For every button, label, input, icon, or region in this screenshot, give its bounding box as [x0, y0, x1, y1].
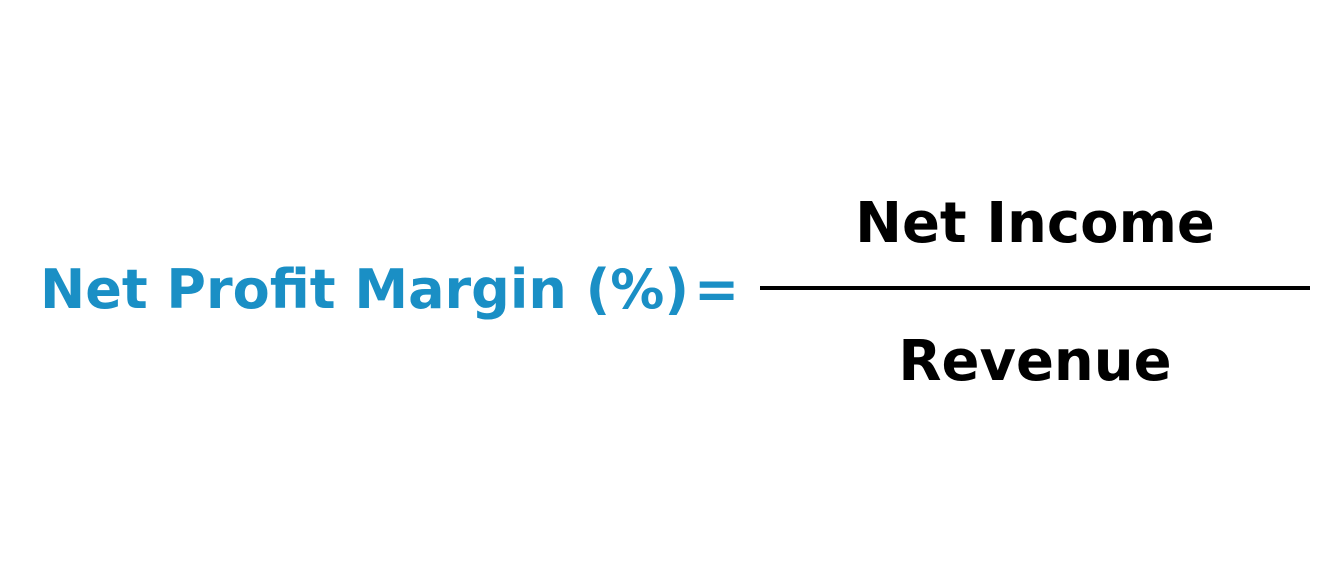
formula-lhs: Net Profit Margin (%) — [40, 258, 690, 321]
equals-sign: = — [694, 258, 740, 321]
fraction-bar — [760, 286, 1310, 290]
numerator: Net Income — [855, 191, 1215, 256]
denominator: Revenue — [898, 329, 1172, 394]
fraction: Net Income Revenue — [760, 180, 1310, 400]
